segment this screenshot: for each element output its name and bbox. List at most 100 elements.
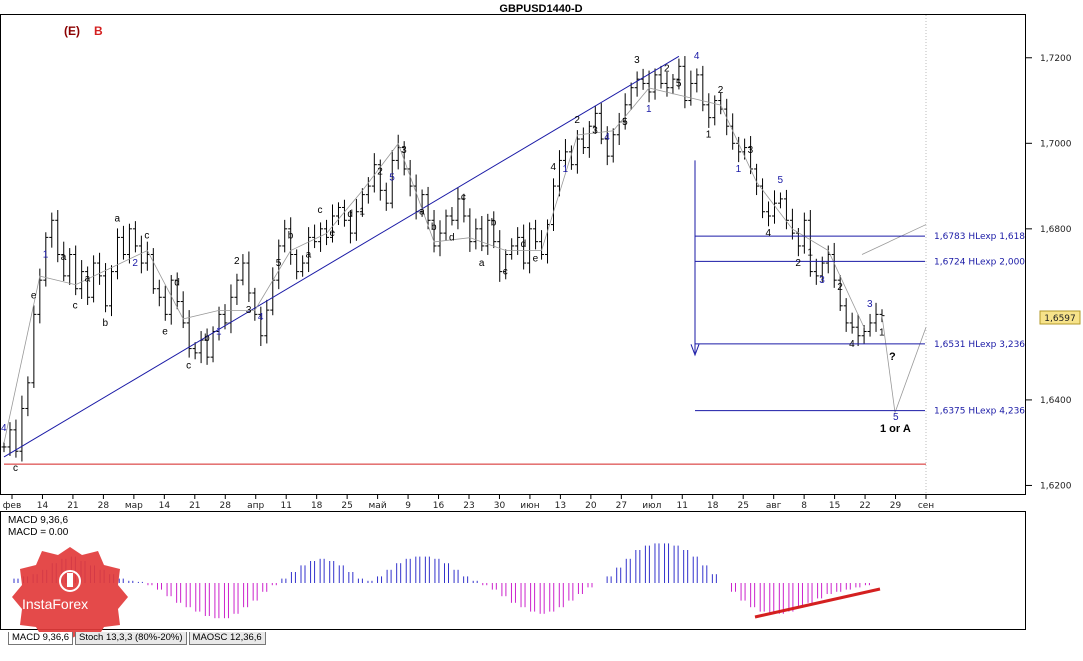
wave-label: 3 — [867, 299, 873, 310]
chart-title: GBPUSD1440-D — [499, 3, 582, 15]
x-tick-label: 28 — [98, 501, 110, 511]
wave-label: e — [31, 290, 37, 301]
x-tick-label: 11 — [280, 501, 291, 511]
x-tick-label: 30 — [494, 501, 506, 511]
x-tick-label: апр — [247, 501, 264, 511]
wave-label: 2 — [795, 258, 801, 269]
x-tick-label: авг — [766, 501, 782, 511]
projection-question: ? — [889, 351, 896, 363]
wave-label: 2 — [574, 115, 580, 126]
wave-label: a — [114, 213, 120, 224]
wave-label: 3 — [748, 145, 754, 156]
wave-label: c — [144, 231, 149, 242]
wave-label: 1 — [646, 104, 652, 115]
wave-label: 4 — [550, 162, 556, 173]
macd-value-readout: MACD = 0.00 — [8, 527, 69, 538]
y-tick-label: 1,7000 — [1040, 139, 1072, 149]
x-tick-label: 9 — [405, 501, 411, 511]
wave-label: c — [318, 205, 323, 216]
wave-label: b — [288, 231, 294, 242]
wave-label: 4 — [694, 51, 700, 62]
wave-label: 1 — [807, 248, 813, 259]
wave-label: 2 — [234, 256, 240, 267]
x-tick-label: 13 — [555, 501, 566, 511]
tab-stoch[interactable]: Stoch 13,3,3 (80%-20%) — [75, 632, 187, 645]
level-label: 1,6375 HLexp 4,236 — [934, 407, 1025, 417]
current-price-box — [1039, 310, 1081, 325]
wave-label: 1 — [736, 164, 742, 175]
x-tick-label: 14 — [37, 501, 49, 511]
wave-label: 4 — [766, 228, 772, 239]
wave-label: 3 — [246, 305, 252, 316]
y-tick-label: 1,6200 — [1040, 481, 1072, 491]
x-tick-label: 18 — [311, 501, 323, 511]
level-label: 1,6724 HLexp 2,000 — [934, 257, 1025, 267]
x-tick-label: 25 — [737, 501, 748, 511]
wave-label: 3 — [401, 145, 407, 156]
wave-label: 2 — [664, 64, 670, 75]
tab-macd[interactable]: MACD 9,36,6 — [8, 632, 74, 645]
x-tick-label: май — [369, 501, 387, 511]
projection-channel — [861, 224, 927, 255]
wave-label: b — [491, 218, 497, 229]
wave-label: e — [533, 254, 539, 265]
wave-label: a — [419, 207, 425, 218]
x-tick-label: 14 — [159, 501, 171, 511]
x-tick-label: 21 — [67, 501, 78, 511]
x-tick-label: 25 — [341, 501, 352, 511]
x-tick-label: 11 — [677, 501, 688, 511]
wave-label: 2 — [377, 166, 383, 177]
wave-label: b — [204, 333, 210, 344]
level-label: 1,6531 HLexp 3,236 — [934, 340, 1025, 350]
wave-label: d — [174, 278, 180, 289]
wave-label: 1 — [562, 164, 568, 175]
projection-path — [881, 315, 927, 413]
logo-text: InstaForex — [22, 596, 89, 612]
x-tick-label: 20 — [585, 501, 597, 511]
wave-label: 2 — [132, 258, 138, 269]
divergence-line — [754, 587, 881, 619]
target-arrow-head — [690, 344, 700, 357]
wave-label: 5 — [777, 175, 783, 186]
x-tick-label: 29 — [890, 501, 902, 511]
wave-label: c — [503, 267, 508, 278]
wave-label: d — [347, 209, 353, 220]
x-tick-label: фев — [3, 501, 22, 511]
wave-label: 1 — [706, 130, 712, 141]
price-bars — [1, 55, 927, 465]
x-tick-label: 8 — [801, 501, 807, 511]
trend-line — [3, 55, 680, 458]
wave-label: b — [431, 222, 437, 233]
x-tick-label: мар — [125, 501, 143, 511]
x-tick-label: 18 — [707, 501, 719, 511]
x-tick-label: 22 — [859, 501, 870, 511]
wave-label: 3 — [819, 275, 825, 286]
wave-label: 5 — [276, 258, 282, 269]
indicator-panel-frame — [0, 511, 1026, 630]
wave-label: 3 — [592, 125, 598, 136]
wave-label: c — [461, 192, 466, 203]
y-tick-label: 1,7200 — [1040, 54, 1072, 64]
wave-label: a — [85, 273, 91, 284]
wave-label: 4 — [1, 423, 7, 434]
x-tick-label: 27 — [616, 501, 627, 511]
current-price-label: 1,6597 — [1044, 314, 1076, 324]
x-tick-label: 15 — [829, 501, 840, 511]
x-tick-label: 16 — [433, 501, 445, 511]
macd-readout: MACD 9,36,6 — [8, 515, 69, 526]
wave-label: 5 — [389, 172, 395, 183]
wave-label: a — [479, 258, 485, 269]
wave-label: 4 — [604, 132, 610, 143]
wave-label: 5 — [676, 78, 682, 89]
tab-maosc[interactable]: MAOSC 12,36,6 — [188, 632, 266, 645]
wave-label: 2 — [837, 282, 843, 293]
wave-structure — [3, 87, 865, 444]
x-tick-label: 28 — [220, 501, 232, 511]
wave-label: e — [162, 326, 168, 337]
wave-label: b — [103, 318, 109, 329]
instaforex-logo — [12, 547, 128, 639]
price-panel-frame — [0, 14, 1026, 495]
wave-label: a — [306, 249, 312, 260]
projection-wave-5: 5 — [893, 412, 899, 423]
